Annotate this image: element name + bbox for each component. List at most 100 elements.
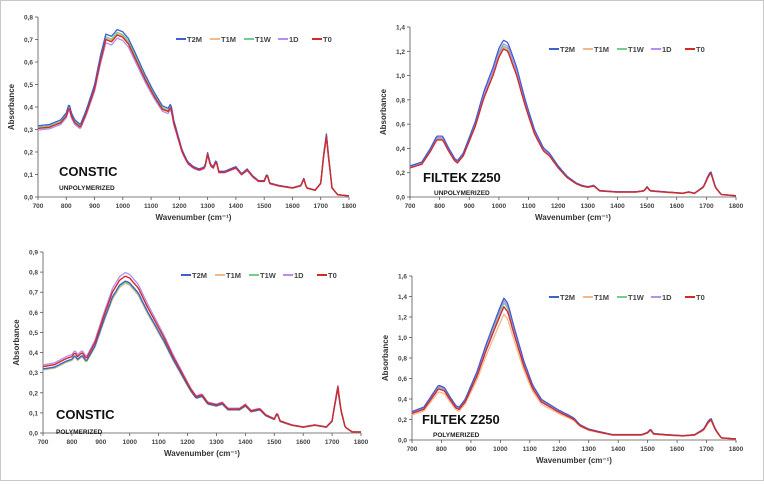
chart1-x-axis-label: Wavenumber (cm⁻¹) bbox=[535, 213, 611, 222]
chart1-legend-label-T1M: T1M bbox=[594, 45, 609, 54]
chart2-x-tick-label: 700 bbox=[38, 439, 49, 446]
chart0-x-tick-label: 1600 bbox=[285, 203, 300, 210]
chart3-x-tick-label: 800 bbox=[436, 446, 447, 453]
chart2-series-T0 bbox=[42, 275, 361, 433]
chart0-x-tick-label: 1200 bbox=[172, 203, 187, 210]
chart0-x-tick-label: 700 bbox=[33, 203, 44, 210]
chart2-subtitle: POLYMERIZED bbox=[56, 429, 103, 436]
chart1-x-tick-label: 1600 bbox=[669, 203, 684, 210]
chart3-y-tick-label: 0,8 bbox=[398, 356, 407, 363]
chart1-y-tick-label: 1,4 bbox=[396, 25, 405, 32]
chart0-legend-label-T1M: T1M bbox=[221, 35, 236, 44]
chart1-y-tick-label: 1,0 bbox=[396, 73, 405, 80]
chart1-x-tick-label: 1700 bbox=[699, 203, 714, 210]
chart2-y-tick-label: 0,6 bbox=[29, 310, 38, 317]
chart1-legend-label-T0: T0 bbox=[696, 45, 705, 54]
chart3-x-tick-label: 1200 bbox=[552, 446, 567, 453]
chart3-legend-label-T0: T0 bbox=[696, 293, 705, 302]
chart3-x-tick-label: 1400 bbox=[611, 446, 626, 453]
chart1-x-tick-label: 700 bbox=[405, 203, 416, 210]
chart1-legend-label-T1W: T1W bbox=[628, 45, 645, 54]
chart2-y-axis-label: Absorbance bbox=[12, 319, 21, 366]
chart1-y-tick-label: 0,8 bbox=[396, 97, 405, 104]
chart1-subtitle: UNPOLYMERIZED bbox=[434, 190, 490, 197]
chart3-y-tick-label: 1,4 bbox=[398, 294, 407, 301]
chart1-y-tick-label: 0,6 bbox=[396, 122, 405, 129]
chart2-x-tick-label: 1000 bbox=[122, 439, 137, 446]
chart2-x-axis-label: Wavenumber (cm⁻¹) bbox=[164, 449, 240, 458]
chart3-y-tick-label: 0,4 bbox=[398, 397, 407, 404]
chart0-x-tick-label: 1700 bbox=[313, 203, 328, 210]
chart0-y-tick-label: 0,8 bbox=[24, 15, 33, 22]
chart3-x-tick-label: 1800 bbox=[729, 446, 744, 453]
chart1-x-tick-label: 1300 bbox=[581, 203, 596, 210]
chart2-x-tick-label: 1400 bbox=[238, 439, 253, 446]
chart3-y-axis-label: Absorbance bbox=[381, 334, 390, 381]
chart3-y-tick-label: 0,2 bbox=[398, 417, 407, 424]
chart2-legend-label-T1W: T1W bbox=[260, 271, 277, 280]
chart3-x-tick-label: 1300 bbox=[581, 446, 596, 453]
chart0-y-tick-label: 0,0 bbox=[24, 195, 33, 202]
chart0-x-tick-label: 1300 bbox=[200, 203, 215, 210]
chart2-y-tick-label: 0,1 bbox=[29, 410, 38, 417]
chart2-y-tick-label: 0,4 bbox=[29, 350, 38, 357]
chart3-legend-label-T1M: T1M bbox=[594, 293, 609, 302]
chart2-y-tick-label: 0,2 bbox=[29, 390, 38, 397]
chart3-y-tick-label: 0,0 bbox=[398, 438, 407, 445]
chart3-legend-label-1D: 1D bbox=[662, 293, 672, 302]
chart0-series-T0 bbox=[37, 34, 350, 197]
chart0-subtitle: UNPOLYMERIZED bbox=[59, 185, 115, 192]
chart0-x-tick-label: 800 bbox=[61, 203, 72, 210]
chart3-y-tick-label: 0,6 bbox=[398, 376, 407, 383]
chart2-x-tick-label: 1600 bbox=[296, 439, 311, 446]
chart2-x-tick-label: 1300 bbox=[209, 439, 224, 446]
chart2-x-tick-label: 1200 bbox=[180, 439, 195, 446]
chart2-y-tick-label: 0,5 bbox=[29, 330, 38, 337]
chart1-y-axis-label: Absorbance bbox=[379, 88, 388, 135]
chart2-legend-label-T2M: T2M bbox=[192, 271, 207, 280]
chart2-title: CONSTIC bbox=[56, 407, 115, 422]
chart3-title: FILTEK Z250 bbox=[422, 412, 500, 427]
chart0-y-tick-label: 0,7 bbox=[24, 37, 33, 44]
chart1-y-tick-label: 1,2 bbox=[396, 49, 405, 56]
chart0-y-tick-label: 0,3 bbox=[24, 127, 33, 134]
chart0-y-tick-label: 0,1 bbox=[24, 172, 33, 179]
chart2-x-tick-label: 1800 bbox=[354, 439, 369, 446]
chart3-x-tick-label: 1600 bbox=[670, 446, 685, 453]
chart2-y-tick-label: 0,0 bbox=[29, 431, 38, 438]
chart3-y-tick-label: 1,6 bbox=[398, 274, 407, 281]
chart1-x-tick-label: 1400 bbox=[610, 203, 625, 210]
chart1-x-tick-label: 1200 bbox=[551, 203, 566, 210]
chart2-y-tick-label: 0,9 bbox=[29, 250, 38, 257]
chart3-legend-label-T2M: T2M bbox=[560, 293, 575, 302]
chart0-title: CONSTIC bbox=[59, 164, 118, 179]
chart0-x-tick-label: 1400 bbox=[229, 203, 244, 210]
chart2-y-tick-label: 0,8 bbox=[29, 270, 38, 277]
chart0-legend-label-1D: 1D bbox=[289, 35, 299, 44]
chart0-y-tick-label: 0,2 bbox=[24, 150, 33, 157]
chart2-y-tick-label: 0,7 bbox=[29, 290, 38, 297]
chart0-legend-label-T1W: T1W bbox=[255, 35, 272, 44]
chart1-x-tick-label: 1000 bbox=[492, 203, 507, 210]
chart1-x-tick-label: 1500 bbox=[640, 203, 655, 210]
chart1-x-tick-label: 1800 bbox=[729, 203, 744, 210]
chart3-x-tick-label: 1100 bbox=[523, 446, 537, 453]
chart3-x-tick-label: 1000 bbox=[493, 446, 508, 453]
chart2-x-tick-label: 1700 bbox=[325, 439, 340, 446]
chart3-x-tick-label: 900 bbox=[465, 446, 476, 453]
chart3-legend-label-T1W: T1W bbox=[628, 293, 645, 302]
chart0-y-tick-label: 0,4 bbox=[24, 105, 33, 112]
chart3-subtitle: POLYMERIZED bbox=[433, 432, 480, 439]
chart0-x-tick-label: 1000 bbox=[116, 203, 131, 210]
chart3-y-tick-label: 1,2 bbox=[398, 315, 407, 322]
chart1-title: FILTEK Z250 bbox=[423, 170, 501, 185]
chart1-y-tick-label: 0,4 bbox=[396, 146, 405, 153]
chart1-x-tick-label: 1100 bbox=[521, 203, 535, 210]
chart3-x-tick-label: 1700 bbox=[699, 446, 714, 453]
chart2-x-tick-label: 900 bbox=[95, 439, 106, 446]
chart1-x-tick-label: 900 bbox=[464, 203, 475, 210]
chart2-legend-label-T0: T0 bbox=[328, 271, 337, 280]
chart1-x-tick-label: 800 bbox=[434, 203, 445, 210]
